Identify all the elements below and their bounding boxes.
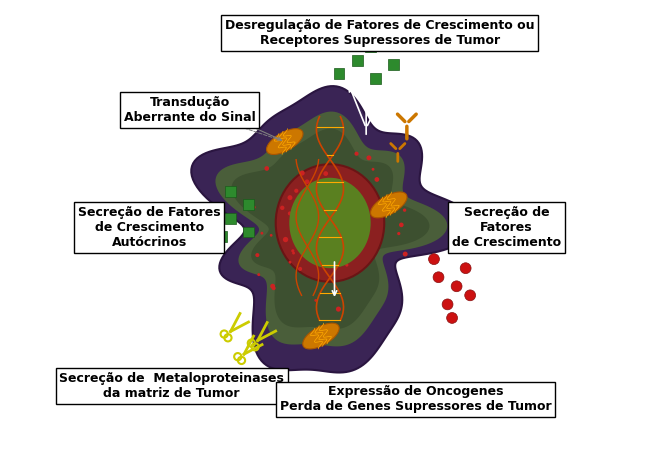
Circle shape — [270, 234, 272, 237]
Circle shape — [403, 252, 407, 257]
Polygon shape — [266, 129, 303, 155]
Text: Desregulação de Fatores de Crescimento ou
Receptores Supressores de Tumor: Desregulação de Fatores de Crescimento o… — [225, 19, 535, 47]
Circle shape — [298, 267, 302, 271]
Polygon shape — [191, 86, 474, 373]
FancyBboxPatch shape — [334, 68, 345, 79]
Circle shape — [349, 204, 354, 209]
Circle shape — [345, 263, 349, 267]
FancyBboxPatch shape — [225, 186, 236, 197]
Circle shape — [288, 212, 292, 216]
Circle shape — [399, 222, 403, 227]
Circle shape — [371, 168, 375, 171]
Circle shape — [355, 152, 359, 156]
Polygon shape — [303, 323, 339, 349]
Text: Secreção de  Metaloproteinases
da matriz de Tumor: Secreção de Metaloproteinases da matriz … — [60, 372, 284, 400]
Circle shape — [314, 299, 317, 302]
Circle shape — [310, 190, 315, 195]
Circle shape — [323, 171, 328, 176]
Circle shape — [460, 263, 471, 273]
Circle shape — [288, 261, 292, 263]
Circle shape — [442, 299, 453, 310]
Text: Secreção de
Fatores
de Crescimento: Secreção de Fatores de Crescimento — [452, 206, 561, 249]
FancyBboxPatch shape — [243, 227, 254, 238]
Circle shape — [270, 284, 275, 288]
Circle shape — [292, 252, 295, 254]
Circle shape — [375, 177, 379, 182]
FancyBboxPatch shape — [216, 231, 227, 242]
FancyBboxPatch shape — [370, 73, 381, 84]
Circle shape — [300, 171, 305, 176]
Circle shape — [367, 156, 371, 160]
Circle shape — [288, 195, 292, 200]
Circle shape — [354, 189, 358, 193]
Circle shape — [252, 206, 256, 209]
Ellipse shape — [276, 164, 384, 282]
Circle shape — [299, 196, 304, 201]
Circle shape — [283, 237, 288, 242]
Circle shape — [256, 253, 260, 257]
FancyBboxPatch shape — [243, 199, 254, 210]
Circle shape — [397, 232, 400, 235]
Circle shape — [397, 197, 401, 202]
Circle shape — [272, 286, 276, 290]
Text: Expressão de Oncogenes
Perda de Genes Supressores de Tumor: Expressão de Oncogenes Perda de Genes Su… — [280, 385, 552, 413]
Circle shape — [304, 179, 309, 184]
Circle shape — [328, 190, 332, 194]
Polygon shape — [231, 128, 429, 329]
FancyBboxPatch shape — [365, 41, 376, 52]
Circle shape — [314, 257, 320, 262]
Circle shape — [258, 273, 260, 276]
Circle shape — [447, 313, 458, 324]
Circle shape — [280, 206, 284, 210]
Circle shape — [403, 208, 406, 212]
Circle shape — [465, 290, 476, 301]
Polygon shape — [215, 111, 448, 346]
FancyBboxPatch shape — [225, 213, 236, 224]
Circle shape — [260, 232, 264, 235]
FancyBboxPatch shape — [388, 59, 399, 70]
FancyBboxPatch shape — [352, 55, 363, 66]
Text: Transdução
Aberrante do Sinal: Transdução Aberrante do Sinal — [124, 96, 256, 124]
Circle shape — [291, 249, 294, 253]
Circle shape — [451, 281, 462, 292]
Circle shape — [343, 182, 347, 186]
Circle shape — [433, 272, 444, 283]
Circle shape — [294, 189, 298, 193]
Circle shape — [335, 193, 339, 197]
Circle shape — [264, 166, 269, 171]
Text: Secreção de Fatores
de Crescimento
Autócrinos: Secreção de Fatores de Crescimento Autóc… — [78, 206, 220, 249]
Polygon shape — [371, 192, 407, 218]
Ellipse shape — [289, 178, 371, 268]
Circle shape — [429, 254, 440, 264]
Circle shape — [336, 307, 341, 312]
